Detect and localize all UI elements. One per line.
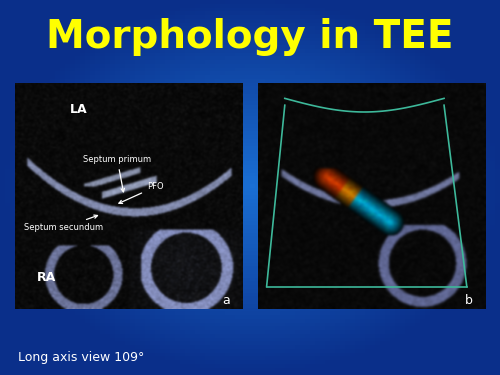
Text: Septum primum: Septum primum [83,155,152,192]
Text: PFO: PFO [119,182,164,204]
Text: Long axis view 109°: Long axis view 109° [18,351,144,363]
Text: Septum secundum: Septum secundum [24,215,103,232]
Text: a: a [222,294,230,307]
Text: b: b [465,294,473,307]
Text: RA: RA [37,271,56,284]
Text: LA: LA [70,103,87,116]
Text: Morphology in TEE: Morphology in TEE [46,18,454,56]
